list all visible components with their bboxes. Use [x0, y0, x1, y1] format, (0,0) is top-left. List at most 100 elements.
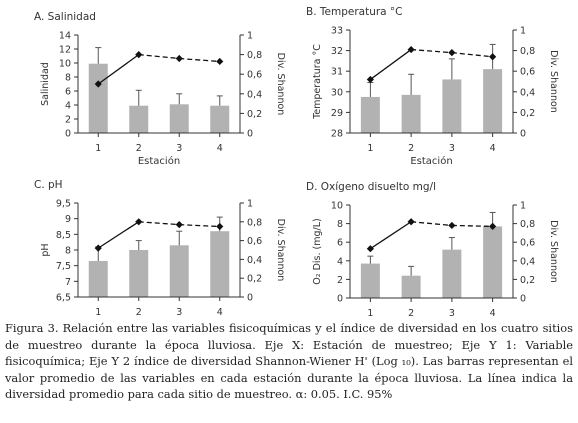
bar — [88, 260, 108, 297]
y2-tick-label: 0 — [520, 129, 526, 140]
y-tick-label: 29 — [331, 108, 343, 119]
diversity-point — [216, 222, 224, 231]
y2-tick-label: 0,4 — [520, 256, 535, 267]
panel-title: A. Salinidad — [34, 11, 96, 23]
y-tick-label: 7 — [65, 277, 71, 288]
y-tick-label: 6,5 — [56, 293, 71, 304]
x-tick-label: 4 — [217, 307, 223, 318]
y-tick-label: 4 — [65, 101, 71, 112]
y-tick-label: 2 — [65, 115, 71, 126]
y-axis-label: O₂ Dis. (mg/L) — [312, 218, 323, 284]
y2-axis-label: Div. Shannon — [275, 53, 286, 116]
chart-panel-2: B. Temperatura °C28293031323300,20,40,60… — [306, 6, 559, 167]
chart-panel-4: D. Oxígeno disuelto mg/l 0 2 4 6 8 10 0 0,2 0,4 0,… — [306, 181, 559, 318]
y-tick-label: 8,5 — [56, 230, 71, 241]
bar — [360, 263, 380, 298]
y-tick-label: 9 — [65, 214, 71, 225]
y2-tick-label: 0,2 — [247, 274, 262, 285]
x-tick-label: 2 — [408, 308, 414, 318]
diversity-line-segment — [370, 221, 412, 250]
x-axis-label: Estación — [410, 155, 452, 167]
x-tick-label: 3 — [449, 308, 455, 318]
y-tick-label: 32 — [331, 46, 343, 57]
bar — [442, 249, 462, 298]
y-tick-label: 31 — [331, 67, 343, 78]
y2-tick-label: 0,6 — [247, 236, 262, 247]
diversity-point — [216, 57, 224, 66]
bar — [401, 275, 421, 298]
x-tick-label: 1 — [95, 143, 101, 154]
y2-tick-label: 0,2 — [520, 108, 535, 119]
y-tick-label: 4 — [337, 256, 343, 267]
y-tick-label: 6 — [337, 238, 343, 249]
x-tick-label: 4 — [490, 143, 496, 154]
panel-title: D. Oxígeno disuelto mg/l — [306, 181, 436, 193]
y-tick-label: 0 — [337, 294, 343, 305]
y-tick-label: 8 — [65, 73, 71, 84]
y-axis-label: Temperatura °C — [312, 44, 323, 120]
y-tick-label: 7,5 — [56, 261, 71, 272]
y-tick-label: 33 — [331, 26, 343, 37]
bar — [442, 79, 462, 133]
y2-tick-label: 0,4 — [247, 89, 262, 100]
y-tick-label: 0 — [65, 129, 71, 140]
diversity-line-segment — [369, 49, 412, 80]
x-tick-label: 4 — [490, 308, 496, 318]
bar — [483, 226, 503, 298]
x-axis-label: Estación — [138, 155, 180, 167]
y-tick-label: 2 — [337, 275, 343, 286]
diversity-point — [94, 80, 102, 88]
bar — [401, 94, 421, 133]
diversity-point — [407, 45, 415, 54]
bar — [360, 96, 380, 133]
y2-tick-label: 0,2 — [247, 109, 262, 120]
x-tick-label: 2 — [408, 143, 414, 154]
diversity-point — [175, 221, 183, 229]
diversity-line-segment — [179, 223, 220, 228]
y2-tick-label: 0 — [247, 129, 253, 140]
y2-tick-label: 0,8 — [247, 50, 262, 61]
y2-tick-label: 0,6 — [247, 70, 262, 81]
diversity-point — [489, 53, 497, 61]
x-tick-label: 3 — [449, 143, 455, 154]
y2-tick-label: 0,4 — [247, 255, 262, 266]
diversity-line-segment — [411, 48, 452, 54]
x-tick-label: 2 — [136, 143, 142, 154]
panel-title: B. Temperatura °C — [306, 6, 403, 18]
x-tick-label: 3 — [176, 143, 182, 154]
diversity-line-segment — [451, 52, 493, 58]
x-tick-label: 4 — [217, 143, 223, 154]
diversity-point — [135, 51, 143, 59]
diversity-line-segment — [179, 57, 220, 63]
panel-title: C. pH — [34, 179, 63, 191]
diversity-line-segment — [411, 221, 452, 227]
bar — [483, 69, 503, 133]
diversity-point — [175, 54, 183, 63]
y2-tick-label: 1 — [247, 31, 253, 42]
diversity-point — [366, 75, 374, 84]
diversity-point — [407, 218, 415, 226]
bar — [210, 105, 230, 133]
y-axis-label: pH — [40, 243, 51, 256]
y2-tick-label: 0,6 — [520, 67, 535, 78]
y-tick-label: 30 — [331, 87, 343, 98]
chart-panel-3: C. pH6,577,588,599,500,20,40,60,811234Es… — [34, 179, 286, 318]
figure-caption: Figura 3. Relación entre las variables f… — [5, 321, 573, 402]
y-tick-label: 14 — [59, 31, 71, 42]
bar — [169, 245, 189, 297]
y-tick-label: 10 — [331, 201, 343, 212]
y2-tick-label: 0,4 — [520, 87, 535, 98]
x-tick-label: 1 — [367, 308, 373, 318]
diversity-line-segment — [138, 53, 180, 60]
bar — [129, 105, 149, 133]
diversity-point — [448, 49, 456, 57]
y-tick-label: 12 — [59, 45, 71, 56]
y2-axis-label: Div. Shannon — [548, 50, 559, 113]
x-tick-label: 3 — [176, 307, 182, 318]
y2-tick-label: 0,8 — [520, 46, 535, 57]
diversity-point — [448, 221, 456, 230]
y-tick-label: 8 — [337, 219, 343, 230]
y2-tick-label: 0,8 — [247, 217, 262, 228]
